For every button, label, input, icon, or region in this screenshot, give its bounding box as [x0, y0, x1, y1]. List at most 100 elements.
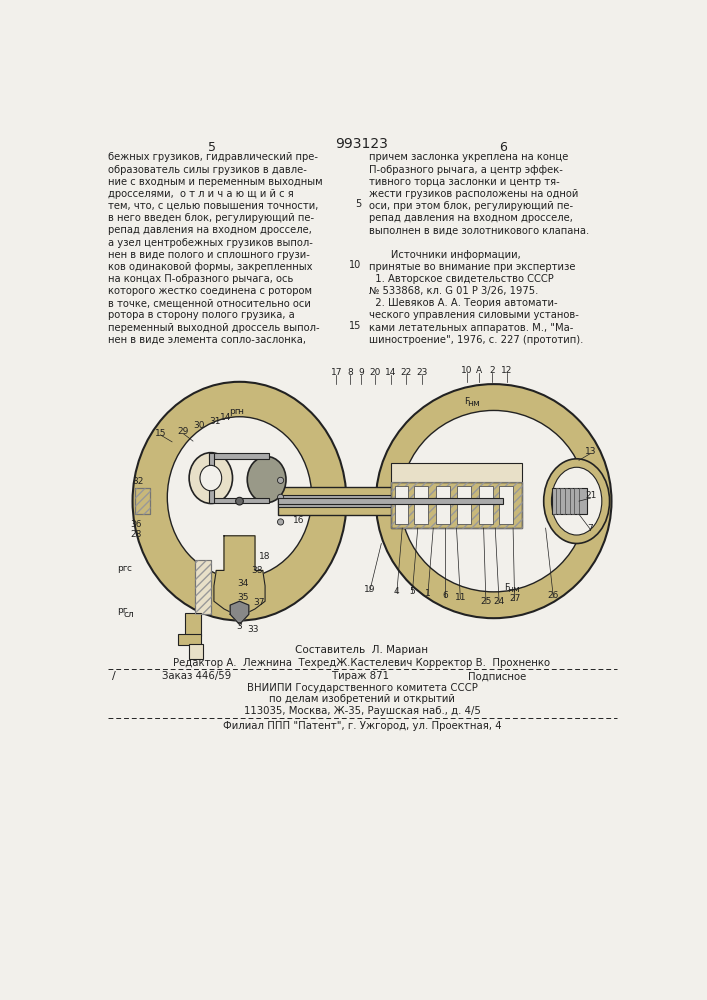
- Text: в точке, смещенной относительно оси: в точке, смещенной относительно оси: [107, 298, 310, 308]
- Text: причем заслонка укреплена на конце: причем заслонка укреплена на конце: [369, 152, 568, 162]
- Text: рг: рг: [117, 564, 128, 573]
- Text: 9: 9: [358, 368, 364, 377]
- Circle shape: [277, 494, 284, 500]
- Text: П-образного рычага, а центр эффек-: П-образного рычага, а центр эффек-: [369, 165, 563, 175]
- Text: ротора в сторону полого грузика, а: ротора в сторону полого грузика, а: [107, 310, 295, 320]
- Text: нм: нм: [507, 585, 520, 594]
- Bar: [391, 482, 522, 528]
- Bar: [189, 644, 203, 659]
- Bar: [209, 498, 269, 503]
- Text: 24: 24: [493, 597, 505, 606]
- Bar: [391, 463, 522, 482]
- Text: репад давления на входном дросселе,: репад давления на входном дросселе,: [369, 213, 573, 223]
- Text: жести грузиков расположены на одной: жести грузиков расположены на одной: [369, 189, 578, 199]
- Text: 10: 10: [461, 366, 472, 375]
- Text: 28: 28: [131, 530, 142, 539]
- Circle shape: [277, 519, 284, 525]
- Text: 17: 17: [331, 368, 342, 377]
- Text: Подписное: Подписное: [468, 671, 527, 681]
- Text: 12: 12: [501, 366, 513, 375]
- Text: ков одинаковой формы, закрепленных: ков одинаковой формы, закрепленных: [107, 262, 312, 272]
- Bar: [457, 486, 472, 524]
- Text: 15: 15: [349, 321, 361, 331]
- Text: 2: 2: [489, 366, 495, 375]
- Text: шиностроение", 1976, с. 227 (прототип).: шиностроение", 1976, с. 227 (прототип).: [369, 335, 583, 345]
- Text: 2. Шевяков А. А. Теория автомати-: 2. Шевяков А. А. Теория автомати-: [369, 298, 558, 308]
- Text: 18: 18: [259, 552, 271, 561]
- Text: 5: 5: [355, 199, 361, 209]
- Text: A: A: [476, 366, 482, 375]
- Text: 14: 14: [220, 413, 231, 422]
- Bar: [177, 634, 201, 645]
- Text: 30: 30: [194, 421, 205, 430]
- Text: 6: 6: [499, 141, 507, 154]
- Ellipse shape: [376, 384, 612, 618]
- Text: по делам изобретений и открытий: по делам изобретений и открытий: [269, 694, 455, 704]
- Text: 6: 6: [442, 591, 448, 600]
- Text: на концах П-образного рычага, ось: на концах П-образного рычага, ось: [107, 274, 293, 284]
- Text: 20: 20: [370, 368, 381, 377]
- Text: 993123: 993123: [336, 137, 388, 151]
- Text: 31: 31: [209, 417, 221, 426]
- Text: 26: 26: [548, 591, 559, 600]
- Bar: [209, 453, 214, 503]
- Text: сл: сл: [123, 610, 134, 619]
- Text: 22: 22: [400, 368, 411, 377]
- Text: 13: 13: [585, 447, 596, 456]
- Bar: [195, 560, 211, 614]
- Bar: [436, 486, 450, 524]
- Bar: [414, 486, 428, 524]
- Bar: [279, 495, 433, 507]
- Bar: [479, 486, 493, 524]
- Circle shape: [235, 497, 243, 505]
- Text: 37: 37: [253, 598, 264, 607]
- Text: ками летательных аппаратов. М., "Ма-: ками летательных аппаратов. М., "Ма-: [369, 323, 573, 333]
- Text: репад давления на входном дросселе,: репад давления на входном дросселе,: [107, 225, 312, 235]
- Circle shape: [277, 477, 284, 483]
- Ellipse shape: [544, 459, 609, 544]
- Text: а узел центробежных грузиков выпол-: а узел центробежных грузиков выпол-: [107, 238, 312, 248]
- Bar: [391, 482, 522, 528]
- Text: выполнен в виде золотникового клапана.: выполнен в виде золотникового клапана.: [369, 225, 589, 235]
- Text: тивного торца заслонки и центр тя-: тивного торца заслонки и центр тя-: [369, 177, 560, 187]
- Text: 1: 1: [425, 589, 431, 598]
- Ellipse shape: [401, 410, 587, 592]
- Text: 32: 32: [132, 477, 144, 486]
- Text: рг: рг: [117, 606, 128, 615]
- Text: 36: 36: [131, 520, 142, 529]
- Bar: [209, 453, 269, 459]
- Text: ВНИИПИ Государственного комитета СССР: ВНИИПИ Государственного комитета СССР: [247, 683, 477, 693]
- Text: F: F: [504, 583, 510, 592]
- Bar: [279, 498, 503, 504]
- Bar: [135, 488, 151, 514]
- Text: образователь силы грузиков в давле-: образователь силы грузиков в давле-: [107, 165, 307, 175]
- Text: Редактор А.  Лежнина  ТехредЖ.Кастелевич Корректор В.  Прохненко: Редактор А. Лежнина ТехредЖ.Кастелевич К…: [173, 658, 551, 668]
- Text: 7: 7: [588, 524, 593, 533]
- Text: 15: 15: [155, 429, 166, 438]
- Ellipse shape: [200, 465, 222, 491]
- Text: тем, что, с целью повышения точности,: тем, что, с целью повышения точности,: [107, 201, 318, 211]
- Text: 38: 38: [252, 566, 263, 575]
- Text: Составитель  Л. Мариан: Составитель Л. Мариан: [296, 645, 428, 655]
- Text: 5: 5: [409, 587, 415, 596]
- Text: бежных грузиков, гидравлический пре-: бежных грузиков, гидравлический пре-: [107, 152, 317, 162]
- Text: с: с: [126, 564, 132, 573]
- Text: оси, при этом блок, регулирующий пе-: оси, при этом блок, регулирующий пе-: [369, 201, 573, 211]
- Polygon shape: [214, 536, 265, 617]
- Text: ческого управления силовыми установ-: ческого управления силовыми установ-: [369, 310, 579, 320]
- Text: в него введен блок, регулирующий пе-: в него введен блок, регулирующий пе-: [107, 213, 314, 223]
- Text: ние с входным и переменным выходным: ние с входным и переменным выходным: [107, 177, 322, 187]
- Ellipse shape: [189, 453, 233, 503]
- Text: 11: 11: [455, 593, 466, 602]
- Text: 8: 8: [347, 368, 354, 377]
- Bar: [135, 488, 151, 514]
- Text: рг: рг: [229, 407, 240, 416]
- Text: которого жестко соединена с ротором: которого жестко соединена с ротором: [107, 286, 312, 296]
- Text: нен в виде элемента сопло-заслонка,: нен в виде элемента сопло-заслонка,: [107, 335, 305, 345]
- Text: 5: 5: [209, 141, 216, 154]
- Polygon shape: [230, 601, 249, 624]
- Text: принятые во внимание при экспертизе: принятые во внимание при экспертизе: [369, 262, 575, 272]
- Text: 1. Авторское свидетельство СССР: 1. Авторское свидетельство СССР: [369, 274, 554, 284]
- Text: Источники информации,: Источники информации,: [369, 250, 520, 260]
- Ellipse shape: [132, 382, 346, 620]
